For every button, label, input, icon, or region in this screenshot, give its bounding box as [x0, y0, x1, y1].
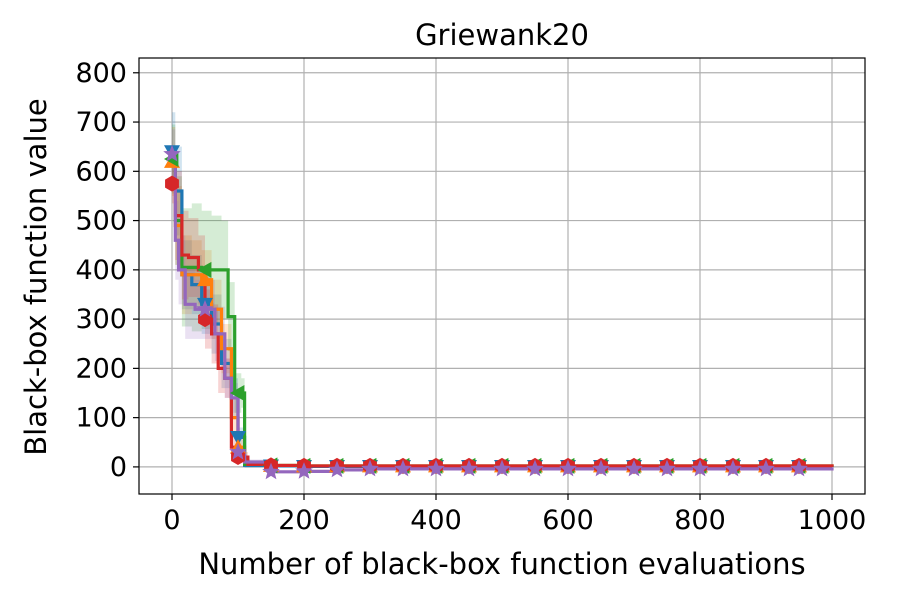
series-line — [172, 157, 834, 468]
series-line — [172, 150, 834, 469]
y-tick-label: 200 — [75, 353, 127, 384]
data-point-marker — [559, 459, 577, 477]
data-point-marker — [197, 271, 213, 287]
data-point-marker — [230, 385, 245, 402]
series-line — [172, 152, 834, 474]
plot-frame — [138, 57, 866, 495]
data-point-marker — [165, 175, 179, 192]
confidence-band — [172, 112, 832, 468]
data-point-marker — [163, 144, 181, 162]
data-point-marker — [790, 459, 808, 477]
x-tick-label: 600 — [542, 505, 594, 536]
x-tick-label: 0 — [163, 505, 180, 536]
x-tick-label: 200 — [278, 505, 330, 536]
y-tick-label: 600 — [75, 156, 127, 187]
confidence-bands — [172, 112, 832, 474]
series-line — [172, 159, 834, 468]
confidence-band — [172, 126, 832, 468]
x-tick-label: 400 — [410, 505, 462, 536]
y-tick-label: 400 — [75, 255, 127, 286]
y-tick-label: 100 — [75, 403, 127, 434]
y-tick-label: 0 — [110, 452, 127, 483]
series-markers — [163, 144, 808, 480]
data-point-marker — [460, 459, 478, 477]
data-point-marker — [230, 430, 246, 446]
data-point-marker — [229, 442, 247, 460]
data-point-marker — [197, 261, 212, 278]
y-tick-label: 500 — [75, 206, 127, 237]
series-line — [172, 182, 834, 468]
x-axis-label: Number of black-box function evaluations — [198, 547, 805, 581]
series-lines — [172, 150, 834, 474]
data-point-marker — [724, 459, 742, 477]
data-point-marker — [295, 462, 313, 479]
data-point-marker — [757, 459, 775, 477]
data-point-marker — [262, 462, 280, 480]
data-point-marker — [328, 460, 346, 478]
data-point-marker — [658, 459, 676, 477]
data-point-marker — [361, 459, 379, 477]
data-point-marker — [493, 459, 511, 477]
data-point-marker — [427, 459, 445, 477]
data-point-marker — [592, 459, 610, 477]
data-point-marker — [394, 459, 412, 477]
y-tick-label: 800 — [75, 58, 127, 89]
confidence-band — [172, 163, 832, 468]
chart-title: Griewank20 — [415, 18, 589, 52]
data-point-marker — [691, 459, 709, 477]
data-point-marker — [526, 459, 544, 477]
x-tick-label: 800 — [674, 505, 726, 536]
grid — [139, 58, 865, 494]
axis-ticks: 0 200 400 600 800 1000 0 100 200 300 400 500 600 700 8… — [75, 58, 866, 536]
x-tick-label: 1000 — [798, 505, 867, 536]
data-point-marker — [625, 459, 643, 477]
data-point-marker — [196, 300, 214, 317]
y-tick-label: 300 — [75, 304, 127, 335]
y-tick-label: 700 — [75, 107, 127, 138]
y-axis-label: Black-box function value — [19, 98, 53, 455]
confidence-band — [172, 124, 832, 468]
confidence-band — [172, 129, 832, 474]
